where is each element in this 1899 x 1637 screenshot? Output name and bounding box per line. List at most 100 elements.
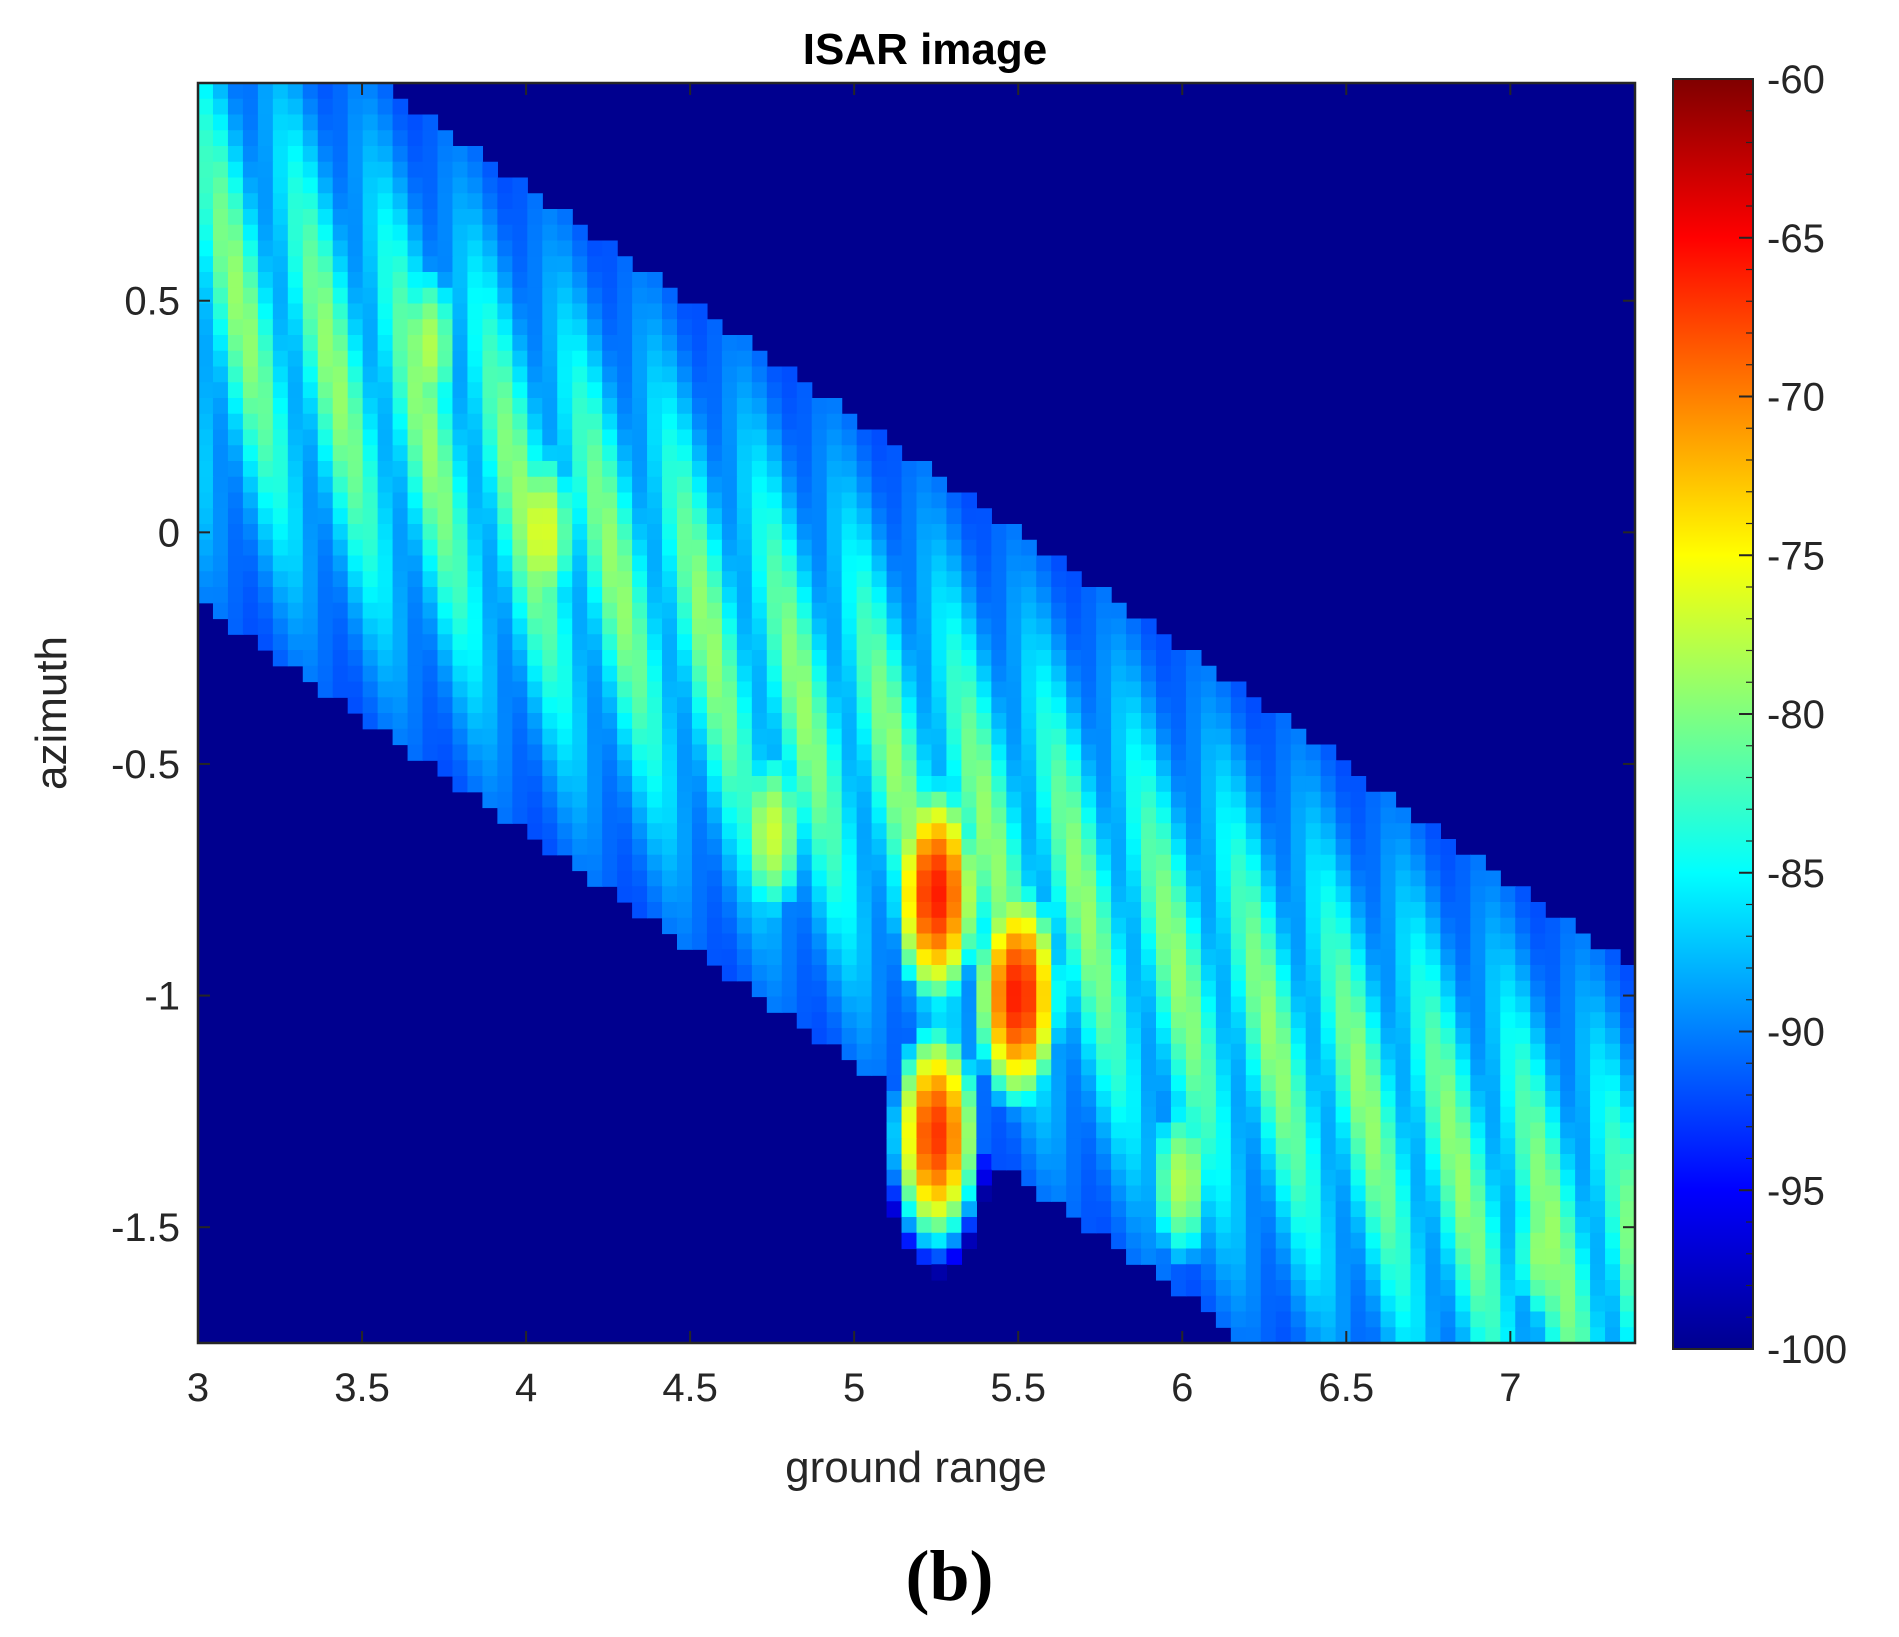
heatmap-cell [1036,728,1052,746]
heatmap-cell [1260,1232,1277,1250]
heatmap-cell [557,697,573,714]
heatmap-cell [871,870,888,887]
heatmap-cell [1051,618,1067,635]
heatmap-cell [1515,917,1531,935]
heatmap-cell [841,870,858,887]
heatmap-cell [242,382,259,399]
heatmap-cell [901,902,918,919]
heatmap-cell [1215,949,1232,966]
heatmap-cell [931,965,948,982]
heatmap-cell [392,650,409,667]
heatmap-cell [647,791,663,809]
heatmap-cell [1275,886,1292,903]
heatmap-cell [602,618,618,635]
heatmap-cell [1530,1217,1546,1234]
heatmap-cell [1290,1327,1307,1344]
heatmap-cell [1096,1138,1112,1155]
heatmap-cell [317,272,334,289]
heatmap-cell [242,83,259,100]
heatmap-cell [1395,1106,1412,1124]
heatmap-cell [512,650,528,667]
heatmap-cell [1081,1106,1097,1124]
heatmap-cell [557,461,573,478]
heatmap-cell [1051,854,1067,872]
heatmap-cell [691,902,708,919]
heatmap-cell [1036,1043,1052,1061]
heatmap-cell [482,350,498,368]
heatmap-cell [736,398,753,415]
heatmap-cell [1066,1106,1082,1124]
heatmap-cell [1036,618,1052,635]
heatmap-cell [1455,1264,1471,1281]
heatmap-cell [227,146,244,163]
heatmap-cell [527,413,543,431]
heatmap-cell [1185,713,1202,730]
heatmap-cell [1066,1028,1082,1045]
heatmap-cell [1335,1327,1352,1344]
heatmap-cell [1305,1280,1322,1297]
heatmap-cell [916,524,933,541]
heatmap-cell [347,587,364,604]
heatmap-cell [632,398,648,415]
heatmap-cell [557,744,573,761]
heatmap-cell [991,555,1007,572]
heatmap-cell [886,996,903,1013]
heatmap-cell [841,539,858,557]
heatmap-cell [332,571,349,588]
heatmap-cell [766,366,783,383]
heatmap-cell [257,303,274,320]
heatmap-cell [1111,1075,1127,1092]
heatmap-cell [572,697,588,714]
heatmap-cell [751,854,768,872]
heatmap-cell [1440,1122,1456,1139]
heatmap-cell [961,1138,977,1155]
heatmap-cell [841,933,858,950]
heatmap-cell [811,587,828,604]
heatmap-cell [1410,1012,1427,1029]
heatmap-cell [1590,1295,1606,1313]
heatmap-cell [287,571,304,588]
heatmap-cell [1425,965,1442,982]
heatmap-cell [1320,1059,1337,1076]
heatmap-cell [1200,1106,1217,1124]
heatmap-cell [1335,1280,1352,1297]
heatmap-cell [1066,713,1082,730]
heatmap-cell [1006,886,1022,903]
heatmap-cell [1500,1154,1516,1171]
heatmap-cell [212,256,229,273]
heatmap-cell [916,634,933,651]
heatmap-cell [347,98,364,116]
heatmap-cell [1335,1248,1352,1265]
heatmap-cell [1081,618,1097,635]
heatmap-cell [527,807,543,824]
heatmap-cell [796,555,813,572]
heatmap-cell [1006,807,1022,824]
heatmap-cell [1245,1201,1262,1218]
heatmap-cell [1485,1122,1501,1139]
heatmap-cell [721,650,738,667]
heatmap-cell [587,681,603,698]
heatmap-cell [587,776,603,793]
heatmap-cell [467,461,484,478]
heatmap-cell [1560,1264,1576,1281]
heatmap-cell [1485,1043,1501,1061]
heatmap-cell [407,492,424,509]
heatmap-cell [886,665,903,683]
heatmap-cell [1575,1075,1591,1092]
heatmap-cell [976,791,992,809]
heatmap-cell [287,634,304,651]
heatmap-cell [677,618,693,635]
heatmap-cell [437,665,454,683]
heatmap-cell [961,917,977,935]
heatmap-cell [691,854,708,872]
heatmap-cell [497,587,513,604]
heatmap-cell [407,555,424,572]
heatmap-cell [1096,1201,1112,1218]
heatmap-cell [1590,1311,1606,1328]
heatmap-cell [257,319,274,336]
heatmap-cell [272,350,289,368]
heatmap-cell [227,524,244,541]
heatmap-cell [362,177,379,194]
heatmap-cell [856,634,873,651]
heatmap-cell [362,335,379,352]
